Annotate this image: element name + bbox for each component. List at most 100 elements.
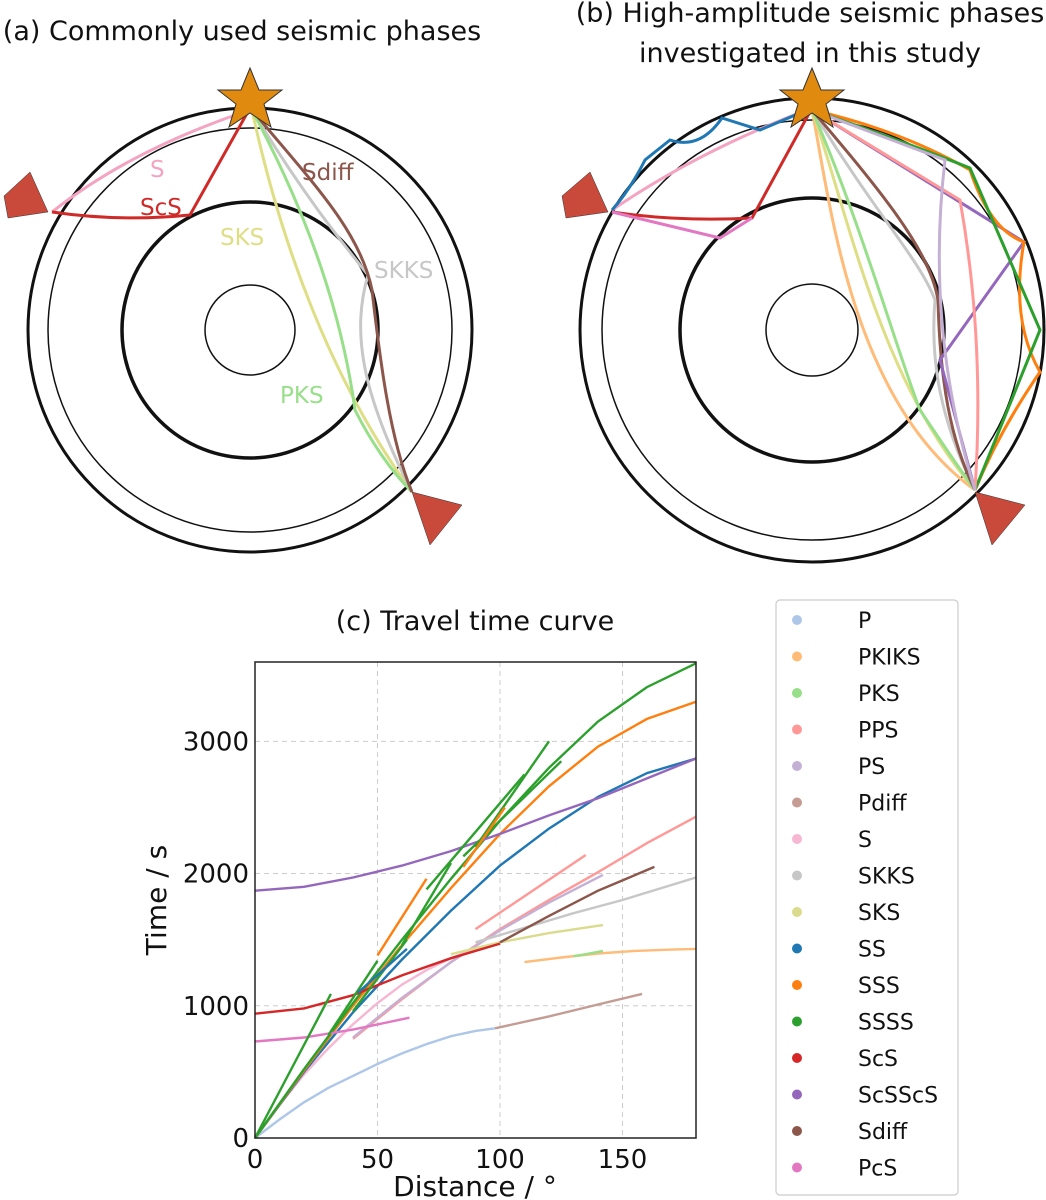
legend-box [775,599,959,1196]
earthquake-star-icon-a [216,66,284,129]
series-line-scs [254,942,501,1015]
label-pks: PKS [280,383,324,409]
x-tick-label: 50 [361,1145,394,1175]
series-branch [327,960,379,1036]
panel-b-title-line2: investigated in this study [639,38,981,69]
ray-sss-b [811,108,1042,491]
y-tick-label: 1000 [183,992,249,1022]
legend-marker-ssss [792,1016,802,1027]
ray-pks-b [810,109,977,491]
series-line-scsscs [254,757,697,892]
legend-marker-pks [792,688,802,698]
chart-grid [255,662,696,1138]
legend-marker-sss [792,980,802,990]
series-branch [352,938,408,1012]
series-line-skks [475,876,697,944]
y-tick-label: 3000 [183,727,249,757]
legend-marker-scs [792,1053,802,1063]
x-tick-label: 0 [247,1145,264,1175]
series-line-pdiff [494,992,643,1030]
ray-ps-b [811,108,977,491]
legend-marker-pps [792,724,802,735]
label-skks: SKKS [374,258,433,284]
series-line-sks [450,923,604,956]
label-scs: ScS [140,195,182,221]
ray-pks-a [250,109,414,494]
legend-label-pdiff: Pdiff [858,792,907,817]
legend-label-scs: ScS [858,1047,898,1072]
series-line-pks [573,949,604,958]
series-line-ssss [254,662,697,1139]
series-line-ss [254,757,697,1139]
ray-skks-b [810,109,977,491]
legend-label-scsscs: ScSScS [858,1084,938,1109]
legend-marker-ps [792,761,802,771]
panel-a: (a) Commonly used seismic phases S ScS S… [3,16,481,554]
legend-marker-pcs [792,1162,802,1173]
panel-b-title-line1: (b) High-amplitude seismic phases [576,0,1045,29]
earthquake-star-icon-b [778,66,846,129]
ray-pps-b [811,108,980,491]
station-triangle-left-a [3,171,49,219]
legend-label-ss: SS [858,938,886,963]
mantle-transition-circle-a [47,127,453,533]
legend-label-pcs: PcS [858,1157,897,1182]
series-branch [462,806,506,868]
series-line-sdiff [499,865,655,944]
series-branch [474,854,587,931]
panel-b: (b) High-amplitude seismic phases invest… [561,0,1046,564]
legend-label-p: P [858,609,871,634]
legend-marker-p [792,615,802,625]
ray-pkiks-b [810,109,976,492]
legend-label-ps: PS [858,755,885,780]
series-branch [474,740,550,848]
series-branch [400,862,453,946]
legend-label-pks: PKS [858,682,900,707]
series-line-pkiks [524,947,697,964]
series-line-p [254,1027,496,1139]
legend-marker-sks [792,907,802,917]
legend-marker-pkiks [792,651,802,662]
legend-marker-pdiff [792,797,802,808]
series-branch [253,993,332,1139]
station-triangle-right-a [411,491,463,546]
chart-title: (c) Travel time curve [336,606,615,637]
panel-a-title: (a) Commonly used seismic phases [3,16,481,47]
legend-marker-s [792,834,802,844]
legend-marker-sdiff [792,1126,802,1136]
series-branch [376,878,428,957]
y-tick-label: 0 [232,1124,249,1154]
legend-label-pkiks: PKIKS [858,646,921,671]
y-axis-label: Time / s [140,845,173,956]
x-tick-label: 100 [475,1145,525,1175]
ray-sdiff-a [250,109,414,493]
ray-scs-b [611,107,814,221]
legend-marker-ss [792,943,802,954]
series-line-sss [254,700,697,1139]
ray-ss-b [610,106,813,212]
label-sdiff: Sdiff [302,160,355,186]
inner-core-circle-a [204,284,296,376]
ray-sks-b [810,109,977,491]
series-line-ps [352,873,604,1039]
ray-scs-a [51,107,252,220]
legend-label-sss: SSS [858,974,900,999]
x-axis-label: Distance / ° [393,1170,557,1200]
legend-label-pps: PPS [858,719,899,744]
legend: PPKIKSPKSPPSPSPdiffSSKKSSKSSSSSSSSSSScSS… [792,609,938,1182]
mantle-transition-circle-b [601,119,1023,541]
chart-ticks: 0 50 100 150 0 1000 2000 3000 [183,727,647,1175]
legend-label-skks: SKKS [858,865,915,890]
panel-c-chart: (c) Travel time curve 0 50 100 150 0 1000 2000… [140,599,959,1200]
ray-s-a [51,108,251,214]
ray-pcs-b [611,210,753,240]
label-sks: SKS [220,225,264,251]
station-triangle-right-b [974,491,1026,546]
ray-sks-a [250,109,414,493]
label-s: S [150,157,165,183]
legend-label-s: S [858,828,872,853]
legend-marker-skks [792,870,802,881]
legend-label-ssss: SSSS [858,1011,914,1036]
plot-frame [254,661,697,1139]
legend-label-sdiff: Sdiff [858,1120,908,1145]
